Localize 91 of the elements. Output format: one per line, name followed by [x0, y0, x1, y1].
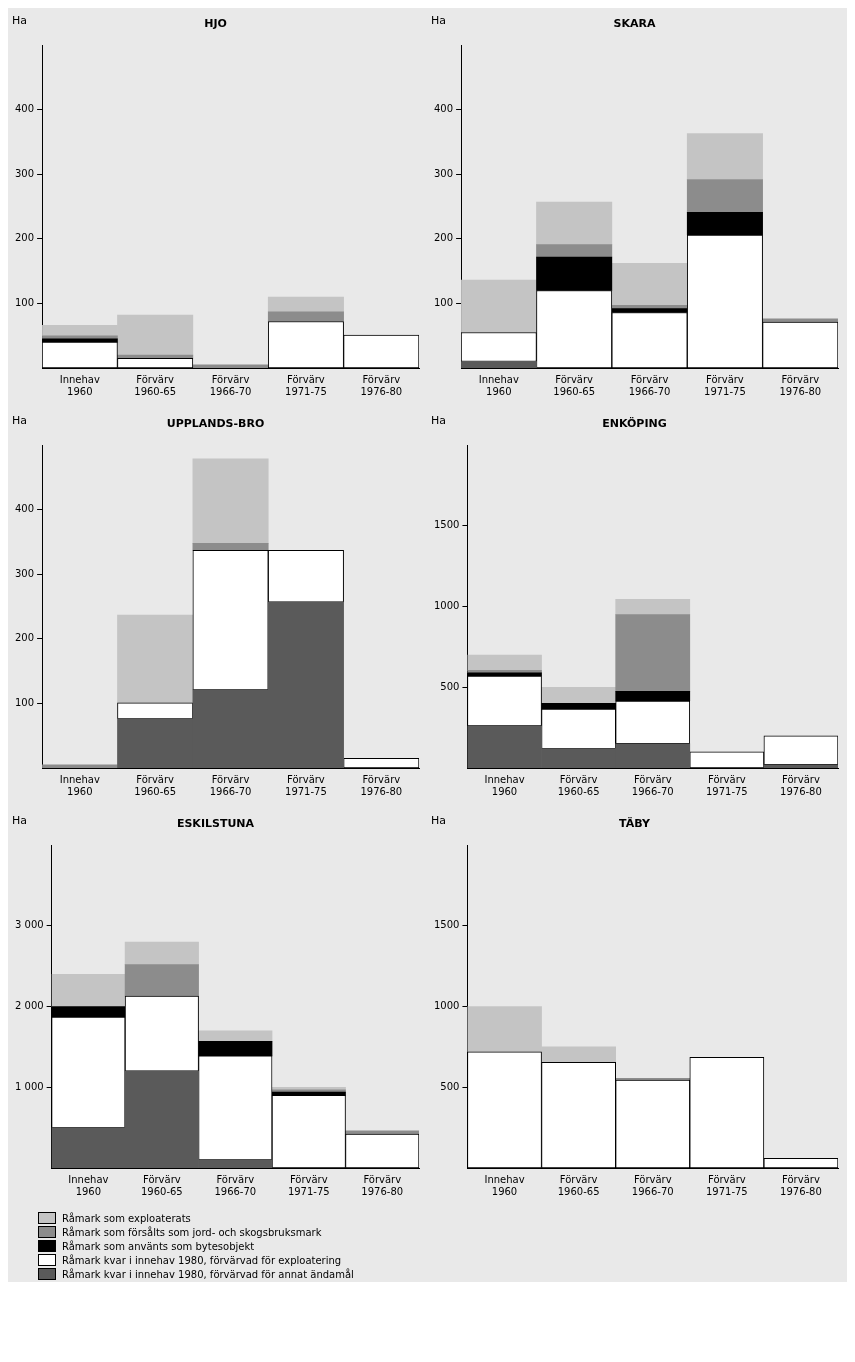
y-tick-label: 200 — [433, 232, 454, 244]
x-tick-label: Innehav 1960 — [68, 1173, 109, 1197]
x-tick-label: Förvärv 1971-75 — [705, 773, 748, 797]
y-tick-label: 200 — [14, 232, 35, 244]
y-tick-label: 1 000 — [14, 1080, 44, 1092]
bar — [42, 764, 118, 768]
x-tick-label: Förvärv 1966-70 — [209, 373, 252, 397]
x-tick-label: Förvärv 1971-75 — [704, 373, 746, 397]
bar — [541, 703, 616, 710]
chart-title: ENKÖPING — [602, 416, 667, 431]
y-tick-label: 2 000 — [14, 1000, 44, 1012]
bar — [192, 458, 269, 544]
y-axis-title: Ha — [431, 414, 447, 428]
y-tick-label: 400 — [433, 103, 454, 115]
y-tick-label: 1500 — [434, 919, 460, 931]
y-tick-label: 400 — [14, 103, 35, 115]
chart-title: HJO — [204, 17, 227, 31]
bar — [461, 361, 537, 368]
legend-label: Råmark kvar i innehav 1980, förvärvad för annat ändamål — [62, 1268, 354, 1280]
y-tick-label: 500 — [440, 680, 460, 692]
y-axis-title: Ha — [12, 814, 28, 828]
x-tick-label: Förvärv 1960-65 — [134, 773, 177, 797]
y-tick-label: 300 — [14, 567, 35, 579]
bar — [461, 279, 537, 333]
x-tick-label: Förvärv 1976-80 — [779, 373, 822, 397]
y-tick-label: 300 — [14, 167, 35, 179]
x-tick-label: Innehav 1960 — [478, 373, 519, 397]
x-tick-label: Förvärv 1966-70 — [209, 773, 252, 797]
bar — [541, 686, 616, 704]
x-tick-label: Innehav 1960 — [59, 373, 100, 397]
legend-label: Råmark som försålts som jord- och skogsbruksmark — [62, 1226, 322, 1238]
bar — [763, 764, 838, 768]
y-tick-label: 100 — [14, 697, 35, 709]
y-tick-label: 500 — [440, 1080, 460, 1092]
x-tick-label: Förvärv 1966-70 — [214, 1173, 257, 1197]
legend-label: Råmark som exploaterats — [62, 1212, 191, 1224]
x-tick-label: Förvärv 1971-75 — [287, 1173, 330, 1197]
legend-label: Råmark kvar i innehav 1980, förvärvad för exploatering — [62, 1254, 342, 1266]
bar — [267, 296, 344, 313]
bar — [536, 201, 613, 246]
y-axis-title: Ha — [12, 414, 28, 428]
y-tick-label: 100 — [14, 297, 35, 309]
bar — [611, 263, 688, 306]
bar — [51, 973, 126, 1007]
bar — [686, 133, 763, 180]
x-tick-label: Innehav 1960 — [484, 1173, 525, 1197]
x-tick-label: Innehav 1960 — [484, 773, 525, 797]
x-tick-label: Förvärv 1976-80 — [780, 1173, 822, 1197]
bar — [467, 654, 542, 671]
x-tick-label: Förvärv 1971-75 — [285, 373, 327, 397]
y-tick-label: 400 — [14, 503, 35, 515]
x-tick-label: Innehav 1960 — [59, 773, 100, 797]
y-tick-label: 200 — [14, 632, 35, 644]
bar — [124, 941, 199, 965]
y-tick-label: 1000 — [434, 600, 460, 612]
bar — [124, 964, 199, 997]
y-axis-title: Ha — [431, 814, 447, 828]
bar — [192, 543, 269, 551]
y-axis-title: Ha — [12, 14, 28, 28]
x-tick-label: Förvärv 1960-65 — [134, 373, 177, 397]
bar — [615, 599, 691, 615]
x-tick-label: Förvärv 1976-80 — [780, 773, 822, 797]
x-tick-label: Förvärv 1960-65 — [557, 1173, 600, 1197]
x-tick-label: Förvärv 1966-70 — [628, 373, 671, 397]
bar — [536, 244, 613, 258]
x-tick-label: Förvärv 1976-80 — [360, 773, 403, 797]
chart-title: UPPLANDS-BRO — [166, 417, 265, 431]
x-tick-label: Förvärv 1966-70 — [631, 773, 674, 797]
bar — [198, 1030, 273, 1042]
x-tick-label: Förvärv 1966-70 — [631, 1173, 674, 1197]
y-tick-label: 1500 — [434, 519, 460, 531]
chart-title: TÄBY — [619, 816, 651, 831]
x-tick-label: Förvärv 1960-65 — [140, 1173, 183, 1197]
chart-title: ESKILSTUNA — [176, 817, 255, 831]
legend-label: Råmark som använts som bytesobjekt — [62, 1240, 255, 1252]
x-tick-label: Förvärv 1971-75 — [285, 773, 327, 797]
x-tick-label: Förvärv 1976-80 — [360, 373, 403, 397]
chart-title: SKARA — [613, 17, 656, 31]
y-tick-label: 300 — [433, 167, 454, 179]
y-tick-label: 100 — [433, 297, 454, 309]
bar — [686, 179, 763, 213]
x-tick-label: Förvärv 1976-80 — [361, 1173, 404, 1197]
x-tick-label: Förvärv 1971-75 — [705, 1173, 748, 1197]
bar — [117, 614, 194, 704]
y-tick-label: 3 000 — [14, 919, 44, 931]
x-tick-label: Förvärv 1960-65 — [553, 373, 596, 397]
y-tick-label: 1000 — [434, 1000, 460, 1012]
x-tick-label: Förvärv 1960-65 — [557, 773, 600, 797]
bar — [615, 614, 691, 692]
bar — [192, 364, 269, 368]
y-axis-title: Ha — [431, 14, 447, 28]
